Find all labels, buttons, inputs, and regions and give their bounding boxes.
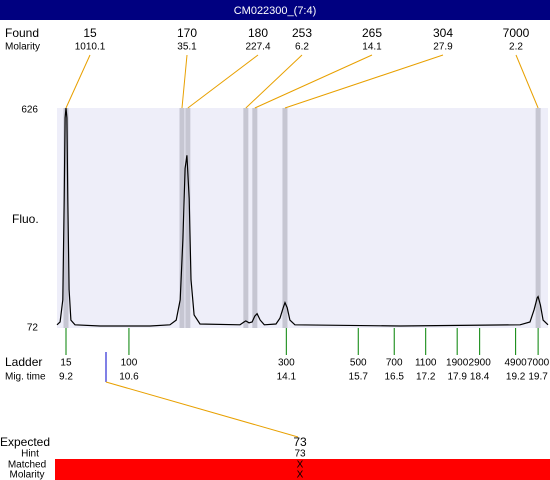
found-size: 253 xyxy=(292,26,312,40)
ladder-label: Ladder xyxy=(5,355,42,369)
plot-area xyxy=(57,108,548,328)
found-size: 170 xyxy=(177,26,197,40)
ladder-size: 7000 xyxy=(527,358,550,369)
ladder-size: 1100 xyxy=(415,358,437,369)
title-bar xyxy=(0,0,550,20)
found-molarity: 227.4 xyxy=(245,42,270,53)
peak-band xyxy=(535,108,541,328)
found-leader xyxy=(254,54,373,109)
mig-time-label: Mig. time xyxy=(5,372,46,383)
ladder-size: 15 xyxy=(60,358,72,369)
found-molarity: 14.1 xyxy=(362,42,382,53)
matched-label: Matched xyxy=(8,460,46,471)
title: CM022300_(7:4) xyxy=(234,5,317,17)
matched-bar xyxy=(55,459,550,480)
matched-value: X xyxy=(297,460,304,471)
ladder-time: 10.6 xyxy=(119,372,139,383)
found-molarity: 27.9 xyxy=(433,42,453,53)
molarity-summary-value: X xyxy=(297,470,304,480)
ladder-time: 15.7 xyxy=(349,372,369,383)
found-size: 180 xyxy=(248,26,268,40)
expected-link xyxy=(105,381,299,438)
ladder-size: 4900 xyxy=(505,358,528,369)
ladder-size: 500 xyxy=(350,358,367,369)
ladder-time: 14.1 xyxy=(277,372,297,383)
ladder-time: 9.2 xyxy=(59,372,73,383)
ladder-time: 19.2 xyxy=(506,372,526,383)
found-molarity: 2.2 xyxy=(509,42,523,53)
found-molarity: 35.1 xyxy=(177,42,197,53)
peak-band xyxy=(185,108,191,328)
molarity-summary-label: Molarity xyxy=(9,470,44,480)
ladder-size: 100 xyxy=(121,358,138,369)
peak-band xyxy=(243,108,249,328)
found-leader xyxy=(181,54,188,109)
ladder-time: 19.7 xyxy=(528,372,548,383)
found-leader xyxy=(515,54,539,109)
ladder-time: 18.4 xyxy=(470,372,490,383)
ladder-size: 2900 xyxy=(469,358,492,369)
found-molarity: 1010.1 xyxy=(75,42,106,53)
expected-value: 73 xyxy=(293,435,307,449)
ladder-time: 16.5 xyxy=(384,372,404,383)
found-molarity: 6.2 xyxy=(295,42,309,53)
ladder-time: 17.9 xyxy=(447,372,467,383)
found-size: 7000 xyxy=(503,26,530,40)
ladder-time: 17.2 xyxy=(416,372,436,383)
peak-band xyxy=(282,108,288,328)
molarity-label: Molarity xyxy=(5,42,40,53)
ladder-size: 300 xyxy=(278,358,295,369)
y-tick-label: 72 xyxy=(27,323,39,334)
expected-label: Expected xyxy=(0,435,50,449)
found-size: 15 xyxy=(83,26,97,40)
found-size: 265 xyxy=(362,26,382,40)
found-leader xyxy=(187,54,259,109)
ladder-size: 700 xyxy=(386,358,403,369)
y-tick-label: 626 xyxy=(21,105,38,116)
peak-band xyxy=(179,108,185,328)
found-label: Found xyxy=(5,26,39,40)
y-axis-label: Fluo. xyxy=(12,212,39,226)
ladder-size: 1900 xyxy=(446,358,469,369)
found-leader xyxy=(284,54,444,109)
peak-band xyxy=(63,108,69,328)
fluorescence-trace xyxy=(56,107,549,327)
found-size: 304 xyxy=(433,26,453,40)
peak-band xyxy=(252,108,258,328)
found-leader xyxy=(245,54,303,109)
found-leader xyxy=(65,54,91,109)
hint-value: 73 xyxy=(294,449,306,460)
hint-label: Hint xyxy=(21,449,39,460)
